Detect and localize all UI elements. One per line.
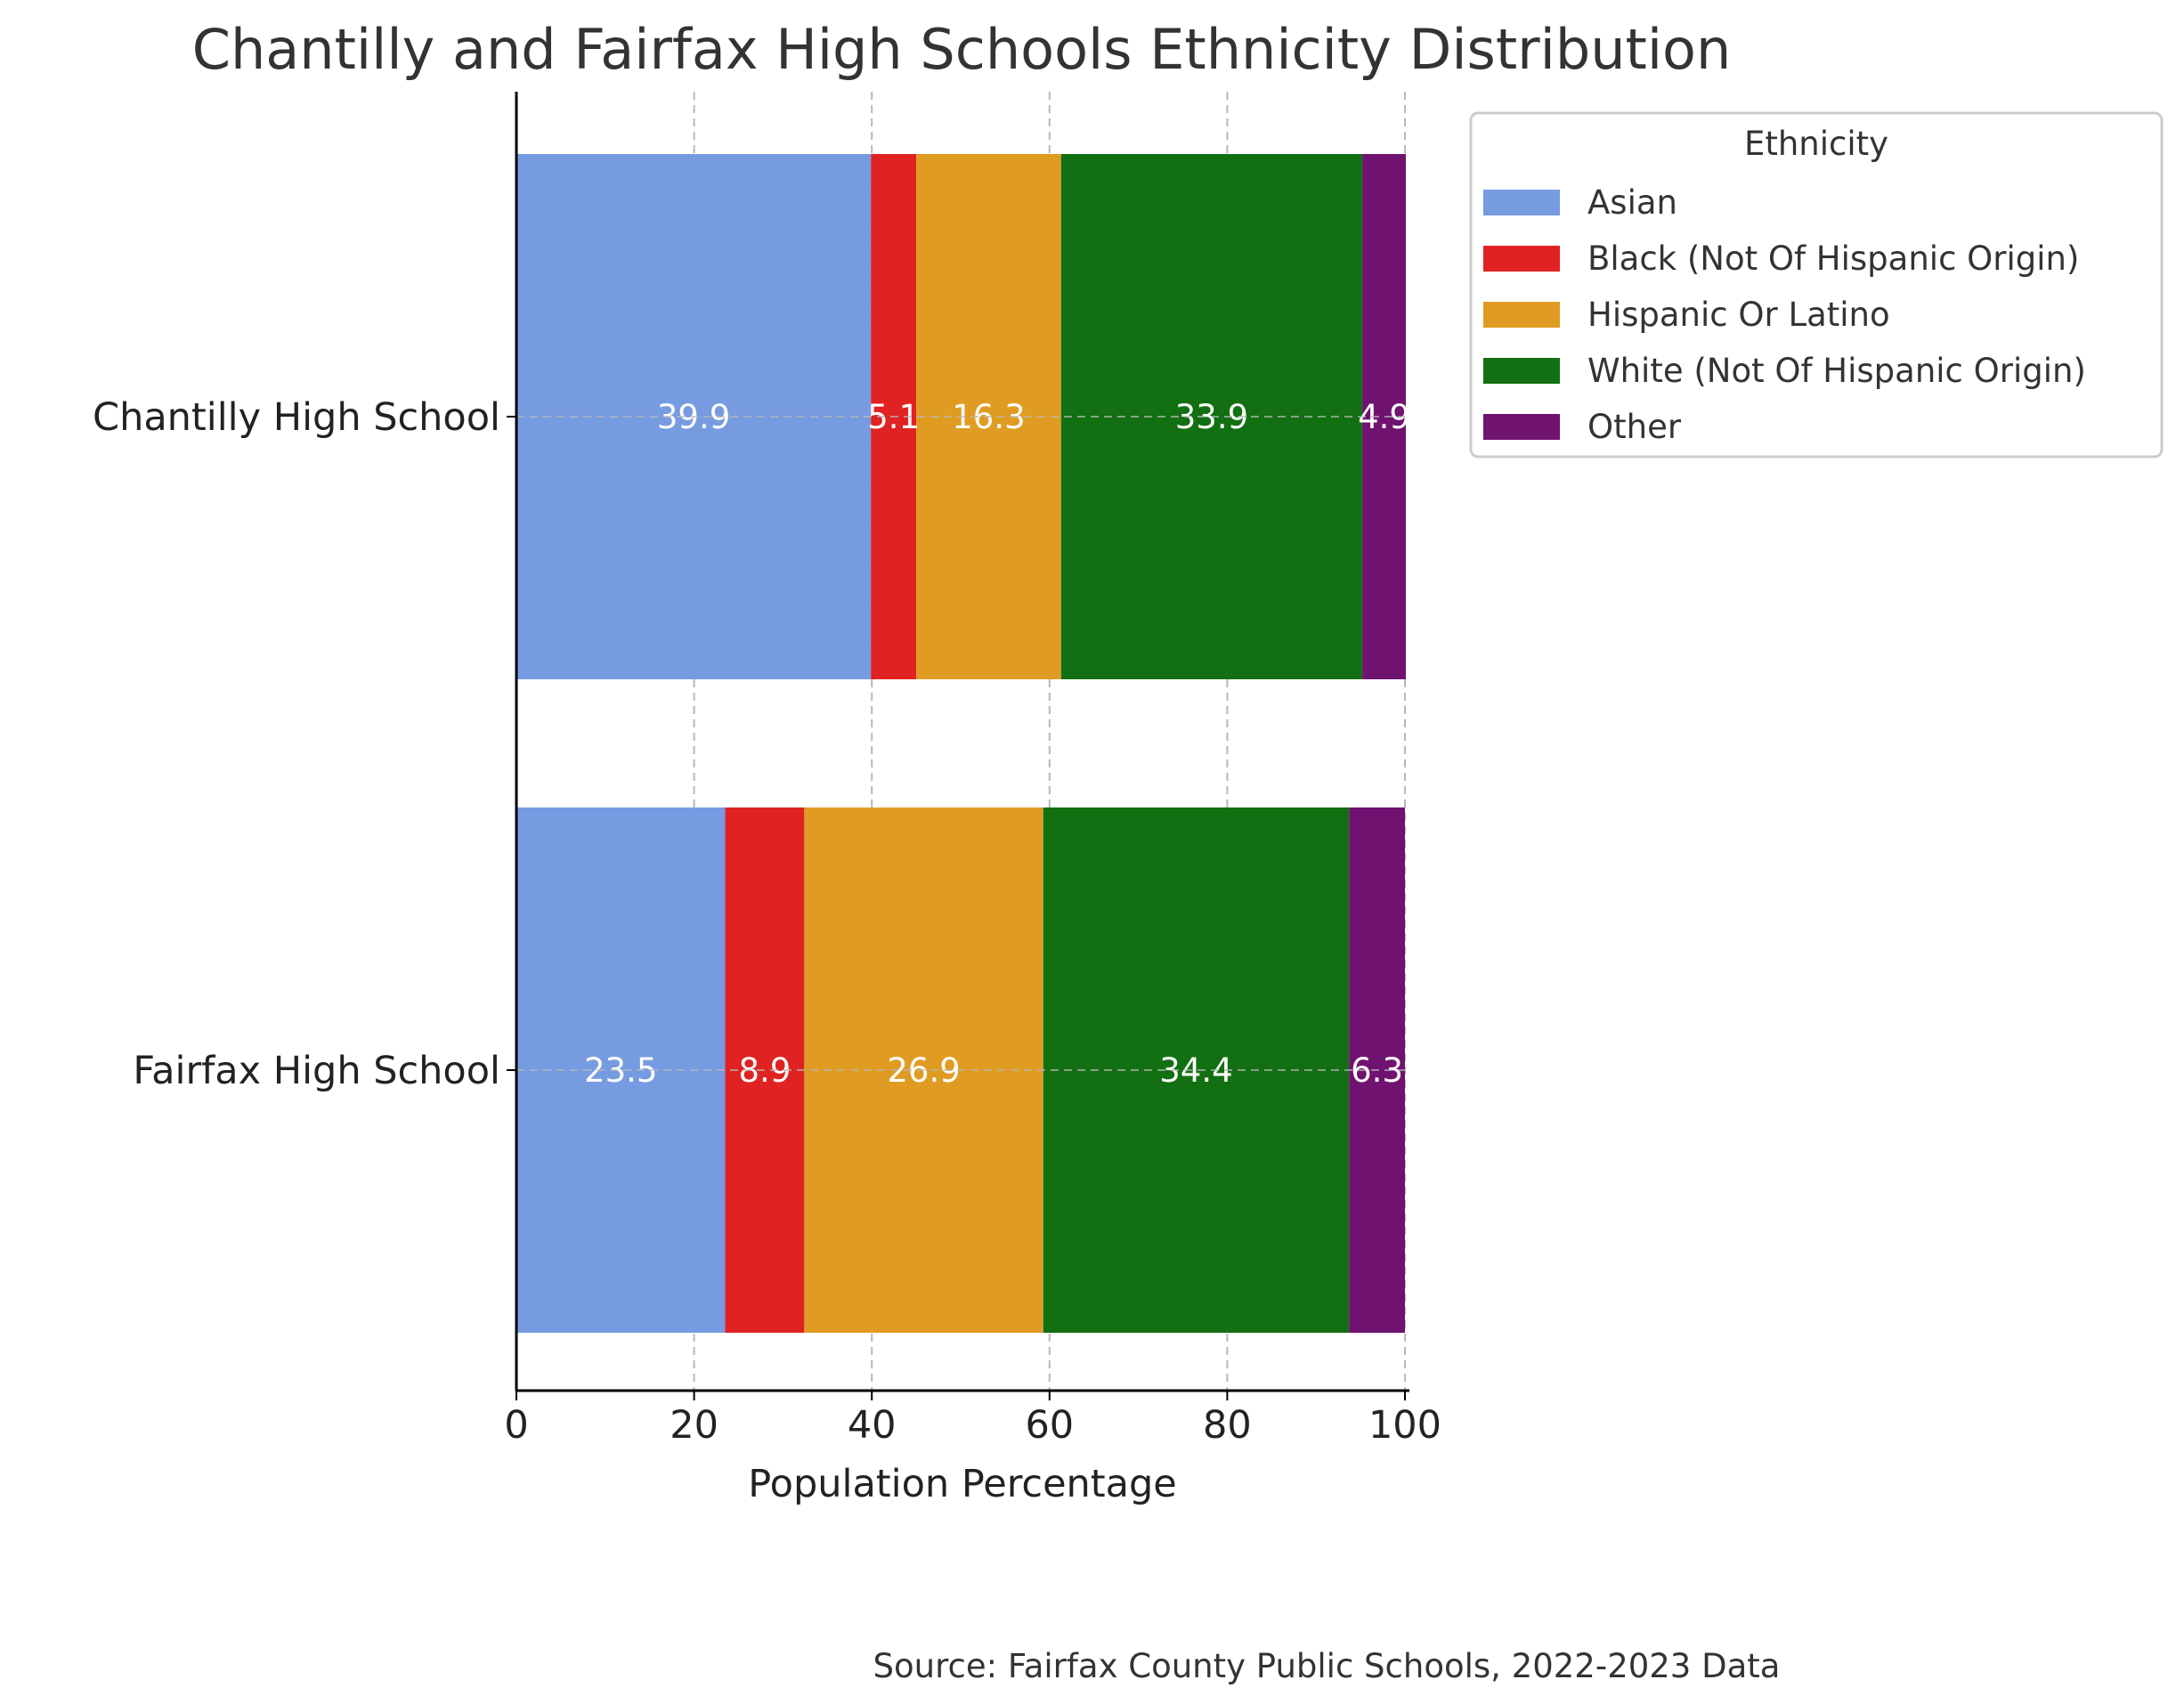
legend-swatch-1 xyxy=(1483,190,1560,215)
y-tick-label-1: Fairfax High School xyxy=(133,1049,500,1093)
legend-frame xyxy=(1469,111,2164,458)
x-tick-label-2: 40 xyxy=(848,1403,897,1448)
y-tick-label-0: Chantilly High School xyxy=(93,395,500,440)
data-label-1-2: 23.5 xyxy=(584,1051,657,1090)
x-axis-label: Population Percentage xyxy=(748,1462,1176,1506)
source-note: Source: Fairfax County Public Schools, 2… xyxy=(873,1647,1781,1685)
data-label-4-2: 34.4 xyxy=(1159,1051,1232,1090)
x-axis-ticks: 0 20 40 60 80 100 xyxy=(504,1391,1441,1448)
legend-label-4: White (Not Of Hispanic Origin) xyxy=(1587,352,2086,390)
chart-title: Chantilly and Fairfax High Schools Ethni… xyxy=(192,17,1732,82)
legend-swatch-4 xyxy=(1483,358,1560,384)
legend-label-5: Other xyxy=(1587,408,1682,446)
legend-swatch-2 xyxy=(1483,246,1560,272)
legend-swatch-5 xyxy=(1483,414,1560,440)
legend-label-2: Black (Not Of Hispanic Origin) xyxy=(1587,239,2079,278)
x-tick-label-3: 60 xyxy=(1025,1403,1074,1448)
legend: Ethnicity Asian Black (Not Of Hispanic Or… xyxy=(1469,111,2164,458)
y-axis-ticks: Chantilly High School Fairfax High School xyxy=(93,395,516,1093)
x-tick-label-4: 80 xyxy=(1203,1403,1252,1448)
legend-title: Ethnicity xyxy=(1744,125,1888,163)
legend-label-3: Hispanic Or Latino xyxy=(1587,296,1890,334)
data-labels: 39.9 5.1 16.3 33.9 4.923.5 8.9 26.9 34.4 6.3 xyxy=(516,398,1410,1090)
x-tick-label-5: 100 xyxy=(1368,1403,1441,1448)
x-tick-label-0: 0 xyxy=(504,1403,528,1448)
legend-label-1: Asian xyxy=(1587,183,1677,222)
legend-swatch-3 xyxy=(1483,302,1560,328)
legend-items: Asian Black (Not Of Hispanic Origin) Hispa… xyxy=(1483,183,2086,446)
x-tick-label-1: 20 xyxy=(670,1403,719,1448)
stacked-bars xyxy=(516,154,1406,1333)
